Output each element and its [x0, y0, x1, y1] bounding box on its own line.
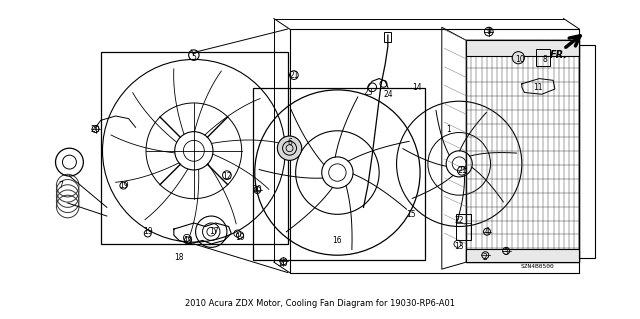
Text: 8: 8	[542, 55, 547, 64]
Text: 2: 2	[483, 253, 488, 262]
Text: 19: 19	[183, 236, 193, 245]
Text: 7: 7	[58, 181, 63, 190]
Text: 19: 19	[120, 181, 129, 190]
Bar	[466, 40, 579, 56]
Text: 20: 20	[278, 259, 288, 268]
Circle shape	[277, 136, 301, 160]
Text: 1: 1	[446, 124, 451, 134]
Text: 5: 5	[191, 53, 196, 62]
Text: 12: 12	[222, 172, 232, 182]
Bar	[536, 49, 550, 66]
Text: 14: 14	[413, 83, 422, 92]
Text: FR.: FR.	[550, 50, 568, 60]
Text: 4: 4	[484, 227, 490, 236]
Text: 3: 3	[504, 248, 509, 257]
Text: 20: 20	[91, 124, 100, 134]
Text: 9: 9	[486, 27, 492, 36]
Text: 6: 6	[287, 137, 292, 147]
Text: 23: 23	[363, 88, 372, 97]
Text: 19: 19	[143, 227, 152, 236]
Text: 2010 Acura ZDX Motor, Cooling Fan Diagram for 19030-RP6-A01: 2010 Acura ZDX Motor, Cooling Fan Diagra…	[185, 300, 455, 308]
Bar	[456, 214, 472, 241]
Text: 16: 16	[333, 236, 342, 245]
Text: 18: 18	[174, 253, 184, 262]
Text: 15: 15	[406, 210, 416, 219]
Circle shape	[512, 52, 524, 64]
Text: 13: 13	[454, 242, 464, 251]
Text: 10: 10	[515, 55, 525, 64]
Bar	[466, 249, 579, 262]
Text: 24: 24	[383, 90, 393, 99]
Text: SZN4B0500: SZN4B0500	[520, 264, 554, 269]
Text: 20: 20	[253, 185, 262, 195]
Bar	[466, 40, 579, 262]
Text: 21: 21	[289, 70, 299, 80]
Text: 11: 11	[532, 83, 542, 92]
Bar	[385, 32, 391, 42]
Text: 19: 19	[235, 233, 244, 242]
Text: 17: 17	[209, 227, 219, 236]
Text: 21: 21	[457, 166, 467, 175]
Bar	[579, 45, 595, 258]
Bar	[253, 88, 425, 260]
Text: 22: 22	[454, 216, 464, 225]
Bar	[100, 53, 288, 244]
